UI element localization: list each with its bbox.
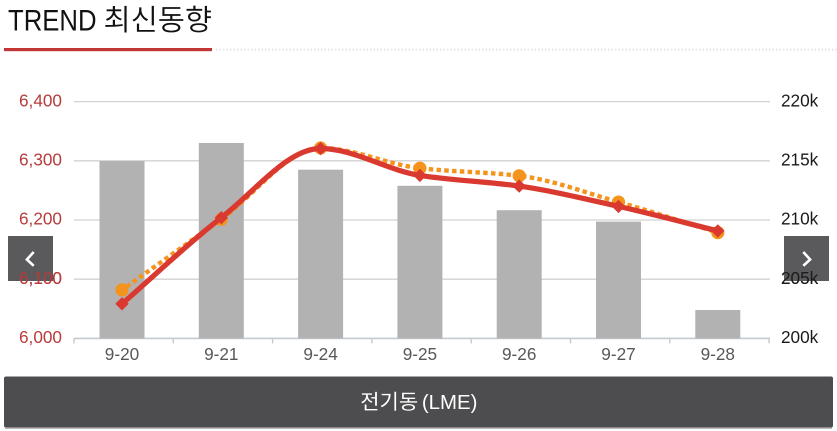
svg-text:6,300: 6,300 [19, 150, 62, 170]
svg-text:6,000: 6,000 [19, 327, 62, 347]
svg-text:205k: 205k [781, 268, 819, 288]
svg-text:TREND: TREND [8, 5, 97, 38]
svg-text:6,400: 6,400 [19, 90, 62, 110]
svg-text:9-28: 9-28 [701, 344, 735, 364]
svg-text:210k: 210k [781, 209, 819, 229]
svg-text:(LME): (LME) [422, 392, 478, 414]
svg-text:215k: 215k [781, 150, 819, 170]
svg-text:9-26: 9-26 [502, 344, 536, 364]
svg-text:9-21: 9-21 [204, 344, 238, 364]
svg-text:9-20: 9-20 [105, 344, 139, 364]
svg-text:6,200: 6,200 [19, 209, 62, 229]
svg-text:6,100: 6,100 [19, 268, 62, 288]
svg-text:200k: 200k [781, 327, 819, 347]
svg-text:9-27: 9-27 [601, 344, 635, 364]
svg-text:9-25: 9-25 [403, 344, 437, 364]
svg-text:9-24: 9-24 [303, 344, 338, 364]
svg-text:220k: 220k [781, 90, 819, 110]
